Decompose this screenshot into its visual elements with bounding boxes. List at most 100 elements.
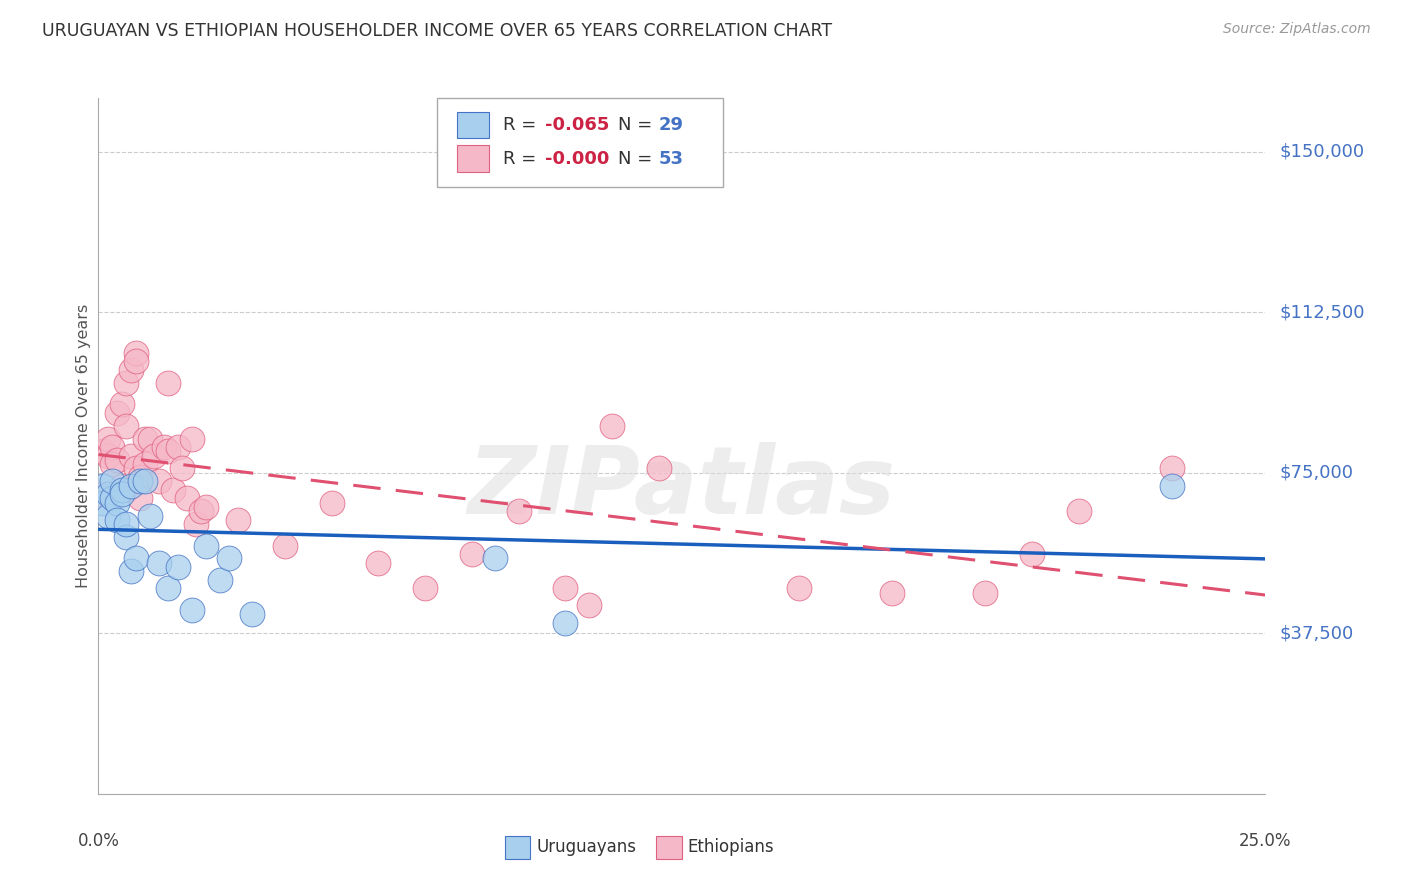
Point [97, 432, 120, 446]
FancyBboxPatch shape [437, 98, 723, 187]
Point [172, 461, 194, 475]
Text: Ethiopians: Ethiopians [688, 838, 775, 856]
Text: URUGUAYAN VS ETHIOPIAN HOUSEHOLDER INCOME OVER 65 YEARS CORRELATION CHART: URUGUAYAN VS ETHIOPIAN HOUSEHOLDER INCOM… [42, 22, 832, 40]
Point [115, 530, 138, 544]
Point [125, 461, 148, 475]
Point [120, 478, 142, 492]
Point [111, 483, 134, 497]
FancyBboxPatch shape [657, 837, 682, 859]
Point [218, 551, 240, 566]
Point [1161, 478, 1184, 492]
Point [180, 432, 202, 446]
Point [508, 504, 530, 518]
Point [228, 513, 250, 527]
Point [101, 457, 124, 471]
Point [125, 354, 148, 368]
Text: 29: 29 [658, 116, 683, 135]
Point [321, 496, 343, 510]
Point [186, 517, 208, 532]
Text: Uruguayans: Uruguayans [536, 838, 636, 856]
Point [115, 517, 138, 532]
Text: 0.0%: 0.0% [77, 832, 120, 850]
Point [554, 615, 576, 630]
Point [120, 449, 142, 463]
Point [105, 453, 128, 467]
Point [125, 346, 148, 360]
Point [129, 491, 152, 506]
Point [120, 363, 142, 377]
Text: $112,500: $112,500 [1279, 303, 1365, 321]
Point [1021, 547, 1043, 561]
Point [554, 582, 576, 596]
Point [129, 470, 152, 484]
Text: R =: R = [503, 116, 543, 135]
Point [139, 432, 162, 446]
Point [600, 418, 623, 433]
Point [647, 461, 669, 475]
Point [242, 607, 264, 621]
Y-axis label: Householder Income Over 65 years: Householder Income Over 65 years [76, 304, 91, 588]
Point [115, 376, 138, 390]
Point [274, 539, 297, 553]
Text: -0.065: -0.065 [546, 116, 610, 135]
Point [148, 475, 170, 489]
Text: $150,000: $150,000 [1279, 143, 1364, 161]
Point [180, 603, 202, 617]
Point [134, 475, 156, 489]
Point [139, 508, 162, 523]
Point [101, 491, 124, 506]
Point [97, 508, 120, 523]
Text: R =: R = [503, 150, 543, 168]
Point [880, 585, 903, 599]
Point [157, 444, 180, 458]
Point [97, 449, 120, 463]
Point [91, 487, 114, 501]
Point [111, 478, 134, 492]
Point [111, 397, 134, 411]
Point [1161, 461, 1184, 475]
Point [974, 585, 997, 599]
Point [162, 483, 184, 497]
Point [134, 457, 156, 471]
Point [157, 582, 180, 596]
Point [101, 475, 124, 489]
Point [194, 539, 217, 553]
FancyBboxPatch shape [457, 112, 489, 138]
Point [105, 513, 128, 527]
Point [367, 556, 389, 570]
Point [105, 496, 128, 510]
Point [129, 475, 152, 489]
Point [157, 376, 180, 390]
Text: 25.0%: 25.0% [1239, 832, 1292, 850]
Point [97, 487, 120, 501]
Point [166, 560, 188, 574]
Point [115, 418, 138, 433]
Text: N =: N = [617, 116, 658, 135]
Point [115, 483, 138, 497]
Point [166, 440, 188, 454]
Point [91, 496, 114, 510]
Point [91, 444, 114, 458]
Point [101, 440, 124, 454]
Text: ZIPatlas: ZIPatlas [468, 442, 896, 533]
Point [134, 432, 156, 446]
Text: $37,500: $37,500 [1279, 624, 1354, 642]
Text: 53: 53 [658, 150, 683, 168]
Point [194, 500, 217, 514]
Point [125, 551, 148, 566]
Point [176, 491, 198, 506]
Point [461, 547, 484, 561]
Point [1067, 504, 1090, 518]
Point [787, 582, 810, 596]
FancyBboxPatch shape [505, 837, 530, 859]
Point [413, 582, 436, 596]
Point [484, 551, 506, 566]
Point [152, 440, 174, 454]
Point [143, 449, 166, 463]
FancyBboxPatch shape [457, 145, 489, 172]
Point [148, 556, 170, 570]
Point [105, 406, 128, 420]
Point [208, 573, 231, 587]
Text: $75,000: $75,000 [1279, 464, 1354, 482]
Point [120, 564, 142, 578]
